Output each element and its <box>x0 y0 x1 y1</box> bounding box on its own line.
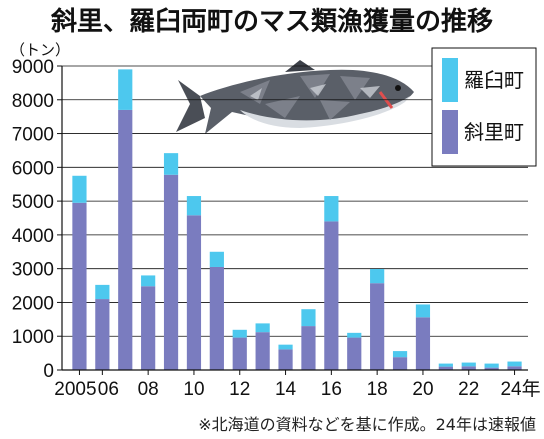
bar-rausu-2011 <box>209 251 224 267</box>
legend-label-rausu: 羅臼町 <box>464 68 524 92</box>
bar-rausu-2006 <box>95 284 110 300</box>
bar-rausu-2019 <box>392 351 408 358</box>
bar-shari-2012 <box>232 337 247 370</box>
y-tick-label: 0 <box>43 361 54 382</box>
bar-rausu-2014 <box>278 344 293 350</box>
y-axis-unit-label: （トン） <box>10 41 70 59</box>
bar-shari-2024 <box>507 366 522 370</box>
bar-shari-2023 <box>484 367 499 370</box>
salmon-belly <box>240 96 410 128</box>
bar-shari-2016 <box>324 221 339 370</box>
bar-rausu-2016 <box>324 196 339 222</box>
x-tick-label: 18 <box>367 379 388 400</box>
y-tick-label: 2000 <box>12 293 54 314</box>
y-tick-label: 8000 <box>12 91 54 112</box>
x-tick-label: 20 <box>412 379 433 400</box>
bar-shari-2009 <box>163 174 179 370</box>
salmon-eye <box>395 85 401 91</box>
y-tick-label: 9000 <box>12 57 54 78</box>
bar-rausu-2012 <box>232 329 247 338</box>
y-tick-label: 4000 <box>12 226 54 247</box>
salmon-light-facets <box>250 84 380 100</box>
legend: 羅臼町 斜里町 <box>431 47 537 167</box>
bar-rausu-2009 <box>163 153 179 175</box>
bar-shari-2006 <box>95 299 110 370</box>
bar-shari-2005 <box>72 202 87 370</box>
bar-shari-2022 <box>461 366 476 370</box>
source-note: ※北海道の資料などを基に作成。24年は速報値 <box>198 415 536 434</box>
y-tick-label: 1000 <box>12 327 54 348</box>
x-tick-label: 22 <box>458 379 479 400</box>
axes <box>61 66 528 371</box>
x-tick-label: 08 <box>138 379 159 400</box>
bars <box>72 69 522 371</box>
x-tick-label: 12 <box>229 379 250 400</box>
bar-shari-2010 <box>186 215 202 370</box>
bar-rausu-2020 <box>415 304 431 318</box>
bar-rausu-2017 <box>347 332 362 338</box>
x-tick-label: 24年 <box>500 378 540 400</box>
x-tick-label: 06 <box>98 379 119 400</box>
bar-rausu-2021 <box>438 363 453 367</box>
bar-rausu-2005 <box>72 175 87 203</box>
bar-shari-2020 <box>415 317 431 370</box>
bar-shari-2011 <box>209 266 224 370</box>
salmon-tail <box>176 80 205 132</box>
bar-rausu-2010 <box>186 196 202 216</box>
y-tick-label: 7000 <box>12 125 54 146</box>
y-axis-ticks: 0 1000 2000 3000 4000 5000 6000 7000 8000 9000 <box>12 57 62 382</box>
bar-shari-2015 <box>301 326 316 370</box>
bar-rausu-2008 <box>141 275 156 287</box>
y-tick-label: 3000 <box>12 260 54 281</box>
legend-swatch-shari <box>442 110 458 154</box>
legend-label-shari: 斜里町 <box>464 120 524 144</box>
x-tick-label: 2005 <box>54 379 96 400</box>
bar-rausu-2015 <box>301 309 316 327</box>
y-tick-label: 6000 <box>12 158 54 179</box>
y-tick-label: 5000 <box>12 192 54 213</box>
bar-shari-2007 <box>118 109 133 371</box>
chart-title: 斜里、羅臼両町のマス類漁獲量の推移 <box>50 7 493 37</box>
x-axis-ticks: 2005 06 08 10 12 14 16 18 20 22 24年 <box>54 370 541 400</box>
bar-shari-2018 <box>370 283 385 370</box>
bar-rausu-2007 <box>118 69 133 110</box>
bar-shari-2019 <box>392 357 408 370</box>
bar-rausu-2022 <box>461 362 476 367</box>
bar-rausu-2018 <box>370 269 385 284</box>
bar-shari-2008 <box>141 286 156 370</box>
bar-shari-2013 <box>255 332 270 370</box>
x-tick-label: 14 <box>275 379 297 400</box>
bar-shari-2014 <box>278 349 293 370</box>
bar-rausu-2013 <box>255 323 270 333</box>
bar-rausu-2023 <box>484 363 499 368</box>
x-tick-label: 16 <box>321 379 342 400</box>
bar-rausu-2024 <box>507 361 522 367</box>
x-tick-label: 10 <box>183 379 204 400</box>
legend-swatch-rausu <box>442 58 458 102</box>
bar-shari-2017 <box>347 337 362 370</box>
salmon-illustration <box>176 60 414 134</box>
bar-shari-2021 <box>438 366 453 370</box>
salmon-facets <box>240 74 370 120</box>
